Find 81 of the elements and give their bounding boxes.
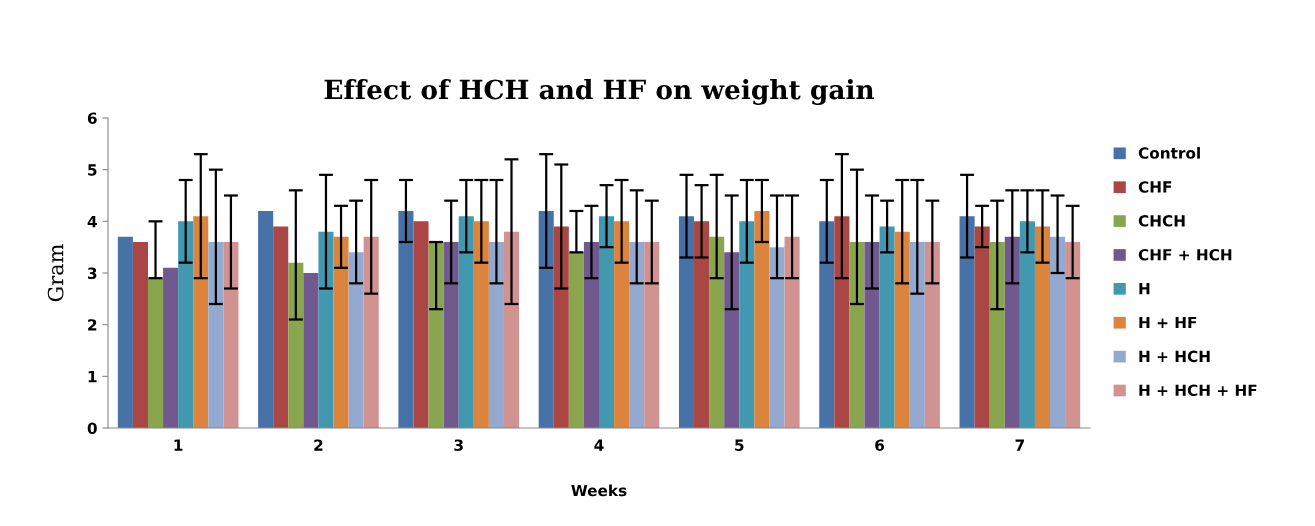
bar: [769, 247, 785, 428]
bar: [333, 236, 349, 428]
bar: [428, 242, 444, 428]
bar: [288, 262, 304, 428]
bar: [538, 211, 554, 428]
bar: [553, 226, 569, 428]
bar: [909, 242, 925, 428]
x-tick-label: 1: [174, 439, 183, 451]
y-tick-label: 3: [87, 267, 97, 280]
chart-title: Effect of HCH and HF on weight gain: [324, 79, 875, 105]
bar: [644, 242, 660, 428]
bar: [363, 236, 379, 428]
bar: [413, 221, 429, 428]
bar: [583, 242, 599, 428]
x-tick-label: 4: [594, 439, 604, 451]
bar: [1004, 236, 1020, 428]
y-tick-label: 2: [88, 319, 97, 331]
bar: [724, 252, 740, 428]
bar: [1019, 221, 1035, 428]
bar: [1050, 236, 1066, 428]
bar: [959, 216, 975, 428]
legend-label: H + HCH: [1139, 350, 1210, 363]
bar: [348, 252, 364, 428]
bar: [147, 278, 164, 428]
bar: [117, 236, 133, 428]
x-tick-label: 3: [454, 439, 463, 451]
bar: [864, 242, 880, 428]
x-tick-label: 2: [314, 439, 323, 451]
bar: [488, 242, 504, 428]
bar: [849, 242, 865, 428]
y-tick-label: 6: [87, 112, 97, 125]
y-tick-label: 4: [87, 216, 97, 228]
y-tick-label: 1: [88, 371, 97, 383]
bar: [834, 216, 850, 428]
bar: [599, 216, 615, 428]
bar: [924, 242, 940, 428]
bar: [258, 211, 274, 428]
bar: [989, 242, 1005, 428]
bar: [1034, 226, 1051, 428]
legend-label: Control: [1138, 147, 1200, 159]
bar: [208, 242, 224, 428]
x-tick-label: 7: [1015, 439, 1024, 451]
bar: [894, 231, 910, 428]
bar: [694, 221, 710, 428]
legend-label: H + HCH + HF: [1139, 384, 1257, 397]
bar: [678, 216, 695, 428]
bar: [303, 273, 319, 428]
bar: [318, 231, 334, 428]
bar: [739, 221, 755, 428]
bar: [974, 226, 990, 428]
legend-label: CHF + HCH: [1138, 248, 1232, 261]
bar: [879, 226, 895, 428]
x-tick-label: 6: [875, 439, 885, 451]
y-tick-label: 0: [87, 422, 97, 435]
legend-label: CHF: [1138, 181, 1172, 193]
y-axis-title: Gram: [47, 244, 64, 302]
bar: [568, 252, 584, 428]
bar: [163, 267, 179, 428]
bar: [629, 242, 645, 428]
bar: [503, 231, 520, 428]
bar: [178, 221, 194, 428]
bar: [398, 211, 414, 428]
legend-label: H: [1139, 283, 1150, 295]
bar: [1065, 242, 1081, 428]
y-tick-label: 5: [88, 164, 97, 176]
bar: [784, 236, 800, 428]
bar: [193, 216, 209, 428]
bar: [614, 221, 630, 428]
bar: [443, 242, 459, 428]
legend-label: H + HF: [1139, 316, 1197, 329]
bar: [754, 211, 770, 428]
legend-label: CHCH: [1138, 215, 1185, 227]
bar: [273, 226, 289, 428]
bar: [473, 221, 489, 428]
bar: [458, 216, 474, 428]
bar: [132, 242, 148, 428]
x-axis-title: Weeks: [571, 484, 627, 497]
bar: [819, 221, 835, 428]
bar: [709, 236, 725, 428]
bar: [223, 242, 239, 428]
x-tick-label: 5: [735, 439, 744, 451]
